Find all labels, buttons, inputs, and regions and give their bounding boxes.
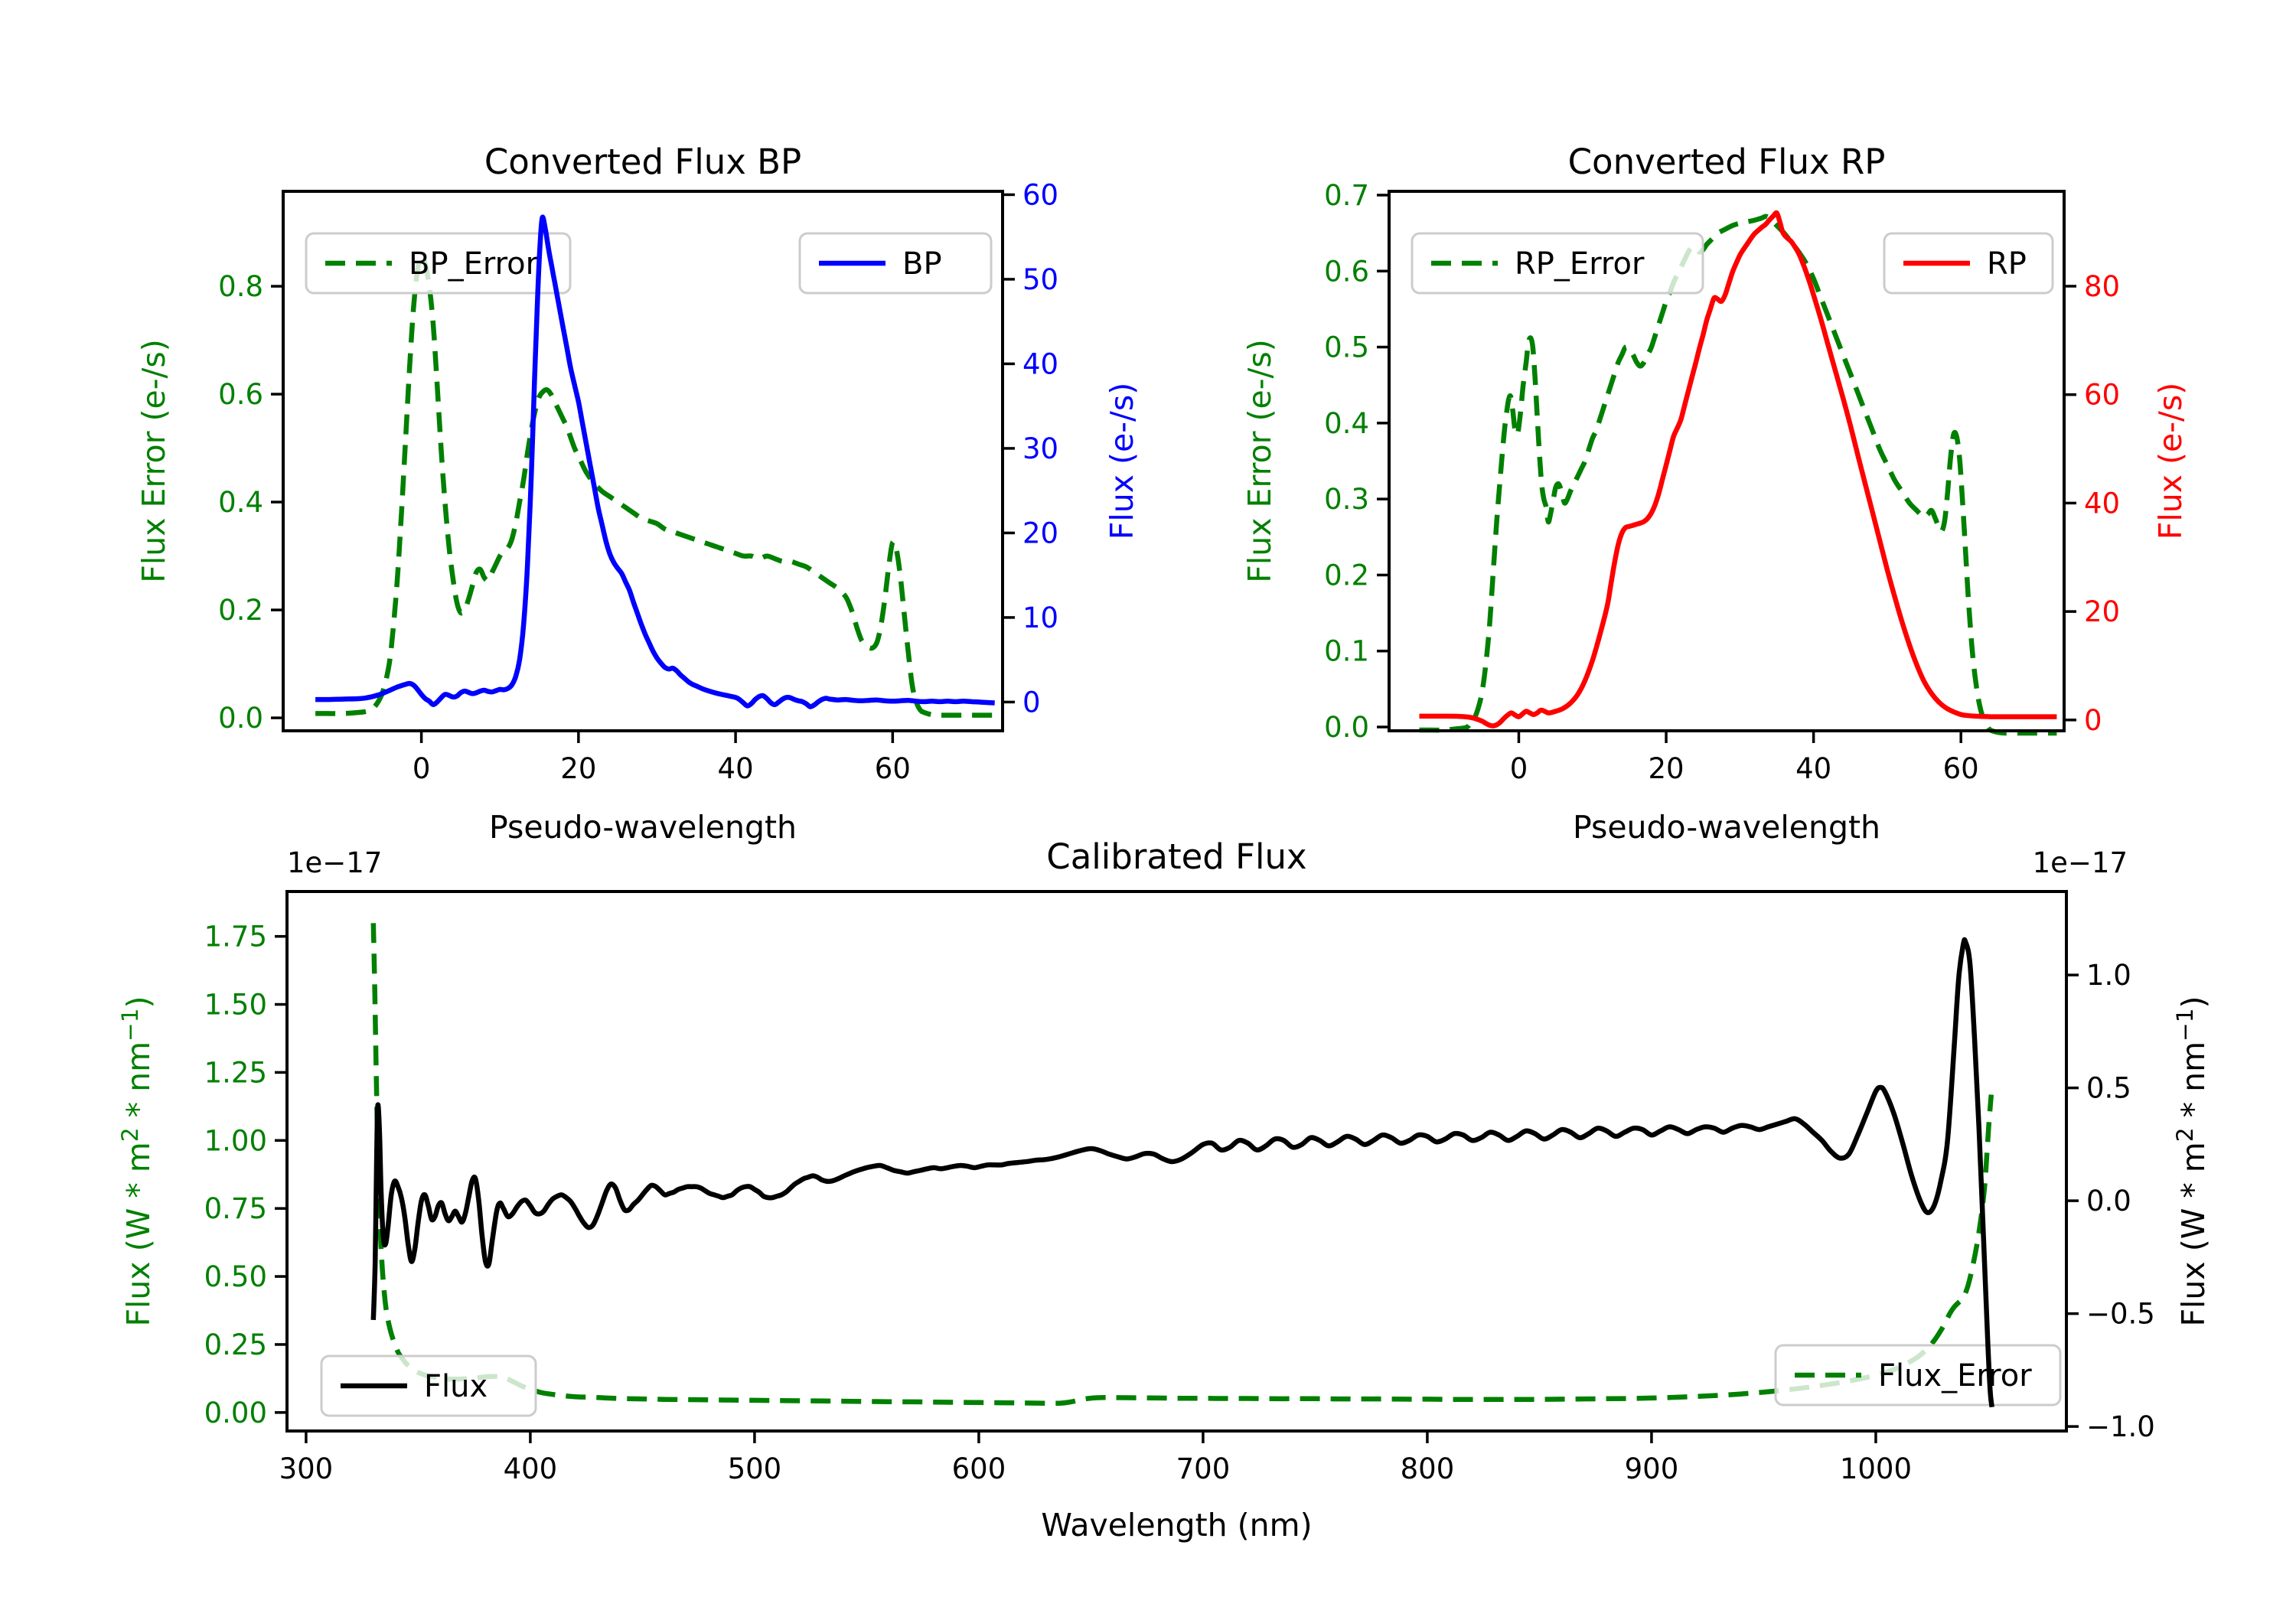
calibrated-offset-left: 1e−17 xyxy=(287,846,382,879)
axes-spines xyxy=(282,190,1004,732)
rp-title: Converted Flux RP xyxy=(1568,142,1886,182)
bp-legend-bp_error: BP_Error xyxy=(305,232,572,295)
y-left-tick-label: 0.8 xyxy=(218,270,263,303)
legend-label: BP xyxy=(902,246,942,282)
calibrated-xlabel: Wavelength (nm) xyxy=(1041,1507,1312,1543)
rp-legend-rp_error: RP_Error xyxy=(1411,232,1704,295)
legend-frame xyxy=(320,1354,537,1417)
y-left-tick-label: 1.75 xyxy=(204,921,267,953)
x-tick-label: 800 xyxy=(1401,1452,1455,1485)
y-left-tick-label: 0.2 xyxy=(218,594,263,627)
y-right-tick-label: 0 xyxy=(2084,704,2102,737)
y-left-tick-label: 1.25 xyxy=(204,1056,267,1089)
calibrated-flux-line xyxy=(370,937,1994,1408)
bp-xlabel: Pseudo-wavelength xyxy=(489,809,797,846)
legend-label: Flux xyxy=(424,1369,488,1404)
chart-rp: RP_Error RP 0 20 40 60 0.0 0.1 0.2 0.3 0.4 0.5 0.6 0.… xyxy=(1241,142,2189,846)
y-left-tick-label: 1.00 xyxy=(204,1124,267,1157)
x-tick-label: 300 xyxy=(279,1452,334,1485)
y-left-tick-label: 0.00 xyxy=(204,1397,267,1429)
y-right-tick-label: 40 xyxy=(1022,347,1058,380)
y-right-tick-label: 40 xyxy=(2084,487,2120,520)
y-left-tick-label: 0.4 xyxy=(1324,407,1369,440)
calibrated-ylabel-right: Flux (W * m2 * nm−1) xyxy=(2172,996,2212,1326)
rp-xlabel: Pseudo-wavelength xyxy=(1573,809,1880,846)
calibrated-legend-flux_error: Flux_Error xyxy=(1774,1344,2062,1407)
y-right-tick-label: 60 xyxy=(1022,178,1058,211)
x-tick-label: 400 xyxy=(504,1452,558,1485)
y-left-tick-label: 0.75 xyxy=(204,1192,267,1225)
y-left-tick-label: 0.1 xyxy=(1324,635,1369,668)
y-left-tick-label: 0.7 xyxy=(1324,179,1369,212)
y-left-tick-label: 0.25 xyxy=(204,1328,267,1361)
y-right-tick-label: 0.5 xyxy=(2086,1072,2131,1105)
y-left-tick-label: 0.6 xyxy=(1324,255,1369,288)
bp-ylabel-left: Flux Error (e-/s) xyxy=(135,339,172,582)
legend-label: RP_Error xyxy=(1515,246,1645,282)
y-left-tick-label: 0.0 xyxy=(1324,711,1369,744)
x-tick-label: 20 xyxy=(560,752,596,785)
y-left-tick-label: 0.0 xyxy=(218,702,263,735)
x-tick-label: 20 xyxy=(1648,752,1684,785)
y-right-tick-label: 10 xyxy=(1022,601,1058,634)
bp-ylabel-right: Flux (e-/s) xyxy=(1104,383,1140,539)
bp-title: Converted Flux BP xyxy=(484,142,801,182)
legend-frame xyxy=(798,232,993,295)
x-tick-label: 600 xyxy=(952,1452,1006,1485)
calibrated-title: Calibrated Flux xyxy=(1046,836,1306,877)
x-tick-label: 500 xyxy=(728,1452,782,1485)
bp-bp-line xyxy=(315,214,995,709)
legend-frame xyxy=(1411,232,1704,295)
y-left-tick-label: 0.6 xyxy=(218,378,263,411)
y-left-tick-label: 1.50 xyxy=(204,989,267,1022)
y-right-tick-label: 30 xyxy=(1022,432,1058,465)
legend-label: BP_Error xyxy=(409,246,539,282)
x-tick-label: 60 xyxy=(875,752,911,785)
y-left-tick-label: 0.5 xyxy=(1324,331,1369,364)
bp-legend-bp: BP xyxy=(798,232,993,295)
y-left-tick-label: 0.4 xyxy=(218,486,263,519)
y-right-tick-label: 20 xyxy=(1022,517,1058,549)
y-left-tick-label: 0.3 xyxy=(1324,483,1369,516)
chart-calibrated: Flux_Error Flux 300 400 500 600 700 800 900 1000 0… xyxy=(117,836,2212,1543)
chart-bp: BP_Error BP 0 20 40 60 0.0 0.2 0.4 0.6 0.8 0 10 20 30 4… xyxy=(135,142,1140,846)
legend-label: Flux_Error xyxy=(1878,1358,2032,1393)
y-right-tick-label: 20 xyxy=(2084,595,2120,628)
rp-ylabel-left: Flux Error (e-/s) xyxy=(1241,339,1278,582)
x-tick-label: 1000 xyxy=(1840,1452,1912,1485)
rp-ylabel-right: Flux (e-/s) xyxy=(2152,383,2189,539)
y-right-tick-label: −0.5 xyxy=(2086,1298,2155,1331)
y-right-tick-label: 0.0 xyxy=(2086,1185,2131,1217)
rp-legend-rp: RP xyxy=(1883,232,2054,295)
x-tick-label: 0 xyxy=(1510,752,1528,785)
y-right-tick-label: 60 xyxy=(2084,379,2120,412)
axes-spines xyxy=(285,890,2068,1433)
y-left-tick-label: 0.50 xyxy=(204,1260,267,1293)
x-tick-label: 0 xyxy=(413,752,431,785)
calibrated-legend-flux: Flux xyxy=(320,1354,537,1417)
rp-rp-line xyxy=(1419,210,2057,729)
axes-spines xyxy=(1388,190,2066,732)
calibrated-ylabel-left: Flux (W * m2 * nm−1) xyxy=(117,996,157,1326)
calibrated-offset-right: 1e−17 xyxy=(2033,846,2128,879)
y-right-tick-label: 50 xyxy=(1022,263,1058,296)
y-right-tick-label: 0 xyxy=(1022,686,1041,719)
x-tick-label: 60 xyxy=(1943,752,1979,785)
legend-frame xyxy=(305,232,572,295)
y-right-tick-label: −1.0 xyxy=(2086,1410,2155,1443)
legend-label: RP xyxy=(1987,246,2027,282)
x-tick-label: 900 xyxy=(1625,1452,1679,1485)
y-right-tick-label: 1.0 xyxy=(2086,959,2131,992)
x-tick-label: 40 xyxy=(718,752,754,785)
y-right-tick-label: 80 xyxy=(2084,270,2120,303)
x-tick-label: 700 xyxy=(1176,1452,1231,1485)
y-left-tick-label: 0.2 xyxy=(1324,559,1369,592)
x-tick-label: 40 xyxy=(1795,752,1831,785)
